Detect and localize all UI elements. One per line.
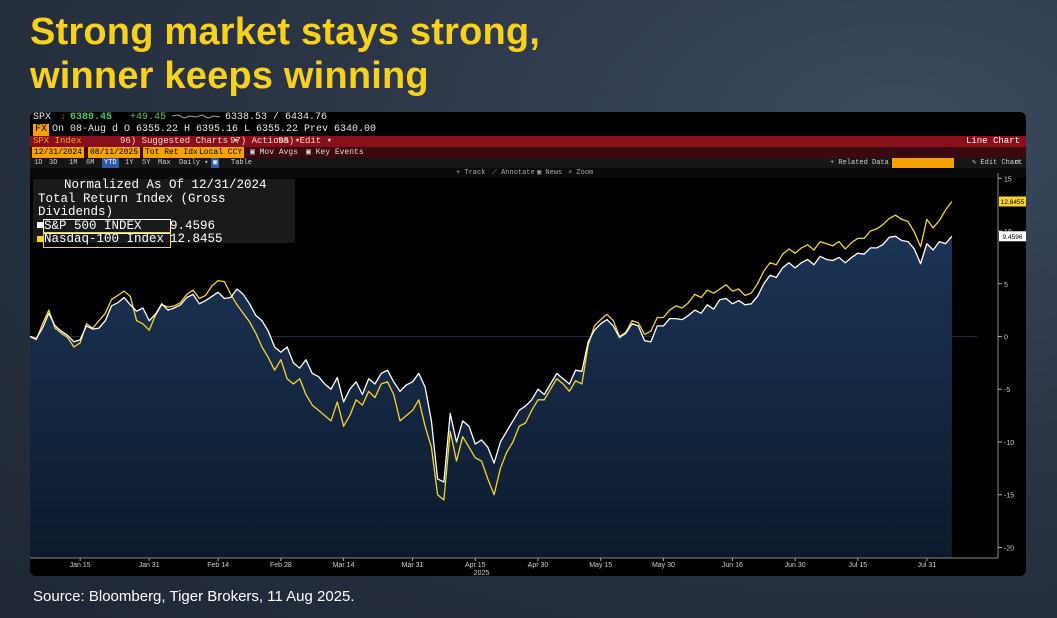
settings-bar: 12/31/2024 – 08/11/2025 Tot Ret Idx G Lo… (30, 147, 1026, 158)
currency-select[interactable]: Local CCY (197, 147, 245, 158)
period-1d[interactable]: 1D (34, 159, 43, 167)
date-to-input[interactable]: 08/11/2025 (88, 147, 141, 158)
date-sep: – (79, 148, 84, 157)
x-tick-label: Jul 15 (848, 562, 867, 569)
period-ytd[interactable]: YTD (102, 158, 119, 168)
period-1m[interactable]: 1M (69, 159, 78, 167)
period-bar: 1D 3D 1M 6M YTD 1Y 5Y Max Daily ▾ ▣ Tabl… (30, 158, 1026, 168)
legend-item-nasdaq[interactable]: Nasdaq-100 Index 12.8455 (33, 232, 295, 248)
period-3d[interactable]: 3D (49, 159, 58, 167)
x-tick-label: Jan 15 (70, 562, 91, 569)
y-tick-label: 15 (1004, 176, 1012, 183)
key-events-toggle[interactable]: ▣ Key Events (306, 148, 364, 157)
ticker-label: SPX (33, 112, 52, 123)
end-value-badge-sp500 (999, 231, 1026, 242)
add-data-input[interactable]: Add Data (892, 158, 954, 168)
legend-swatch-nasdaq (37, 235, 43, 242)
bloomberg-terminal: SPX ↓ 6389.45 +49.45 6338.53 / 6434.76 F… (30, 112, 1026, 576)
title-line-1: Strong market stays strong, (30, 11, 541, 53)
tool-bar: + Track ⟋ Annotate ▣ News ⌕ Zoom (30, 168, 1026, 178)
period-1y[interactable]: 1Y (125, 159, 134, 167)
legend-value-nasdaq: 12.8455 (170, 232, 223, 246)
y-tick-label: -20 (1004, 545, 1014, 552)
price-change: +49.45 (130, 112, 167, 123)
x-tick-label: Mar 14 (333, 562, 355, 569)
ohlc-row: FX On 08-Aug d O 6355.22 H 6395.16 L 635… (30, 124, 1026, 136)
legend-value-sp500: 9.4596 (170, 218, 216, 233)
x-tick-label: Jul 31 (917, 562, 936, 569)
y-tick-label: 5 (1004, 282, 1008, 289)
series-line-nasdaq (30, 201, 953, 501)
end-value-badge-nasdaq (999, 196, 1026, 207)
x-tick-label: May 15 (589, 562, 612, 569)
mov-avgs-toggle[interactable]: ▣ Mov Avgs (250, 148, 299, 157)
x-tick-label: Jan 31 (139, 562, 160, 569)
legend-name-nasdaq: Nasdaq-100 Index (43, 232, 171, 248)
fx-badge: FX (33, 124, 50, 136)
end-value-text-nasdaq: 12.8455 (1001, 199, 1025, 206)
down-arrow-icon: ↓ (60, 112, 67, 123)
period-max[interactable]: Max (158, 159, 171, 167)
source-note: Source: Bloomberg, Tiger Brokers, 11 Aug… (33, 588, 355, 605)
quote-row: SPX ↓ 6389.45 +49.45 6338.53 / 6434.76 (30, 112, 1026, 124)
menu-edit[interactable]: 98) Edit ▾ (278, 136, 333, 146)
x-tick-label: Feb 14 (207, 562, 229, 569)
ohlc-text: On 08-Aug d O 6355.22 H 6395.16 L 6355.2… (52, 124, 377, 135)
zoom-tool[interactable]: ⌕ Zoom (568, 169, 594, 177)
news-tool[interactable]: ▣ News (537, 169, 563, 177)
y-tick-label: -15 (1004, 493, 1014, 500)
frequency-select[interactable]: Daily ▾ (179, 159, 209, 167)
sp500-area (30, 236, 952, 559)
track-tool[interactable]: + Track (456, 169, 486, 177)
settings-gear-icon[interactable]: ⚙ (1015, 159, 1020, 167)
series-line-sp500 (30, 235, 953, 483)
period-5y[interactable]: 5Y (142, 159, 151, 167)
date-from-input[interactable]: 12/31/2024 (32, 147, 85, 158)
y-tick-label: -5 (1004, 387, 1010, 394)
security-name[interactable]: SPX Index (33, 136, 82, 146)
table-button[interactable]: Table (231, 159, 253, 167)
legend-item-sp500[interactable]: S&P 500 INDEX 9.4596 (33, 218, 295, 234)
edit-chart-button[interactable]: ✎ Edit Chart (972, 159, 1023, 167)
sparkline-icon (172, 114, 221, 119)
x-tick-label: Mar 31 (402, 562, 424, 569)
related-data-button[interactable]: + Related Data ▾ (830, 159, 898, 167)
title-line-2: winner keeps winning (30, 55, 429, 97)
y-tick-label: 0 (1004, 334, 1008, 341)
x-tick-label: Apr 15 (465, 562, 486, 569)
annotate-tool[interactable]: ⟋ Annotate (492, 169, 535, 177)
legend-header-total-return: Total Return Index (Gross Dividends) (38, 191, 226, 219)
slide-title: Strong market stays strong, winner keeps… (30, 10, 540, 98)
legend-swatch-sp500 (37, 222, 43, 229)
x-tick-label: Feb 28 (270, 562, 292, 569)
legend-header-normalized: Normalized As Of 12/31/2024 (64, 178, 267, 192)
menu-actions[interactable]: 97) Actions ▾ (230, 136, 301, 146)
x-tick-label: Jun 16 (722, 562, 743, 569)
end-value-text-sp500: 9.4596 (1003, 234, 1023, 241)
x-tick-label: May 30 (652, 562, 675, 569)
field-select[interactable]: Tot Ret Idx G (143, 147, 210, 158)
y-tick-label: -10 (1004, 440, 1014, 447)
last-price: 6389.45 (70, 112, 113, 123)
period-6m[interactable]: 6M (86, 159, 95, 167)
table-icon[interactable]: ▣ (211, 158, 220, 168)
x-tick-label: Jun 30 (785, 562, 806, 569)
legend-name-sp500: S&P 500 INDEX (43, 218, 171, 234)
x-tick-label: Apr 30 (528, 562, 549, 569)
x-year-label: 2025 (474, 570, 490, 576)
day-range: 6338.53 / 6434.76 (225, 112, 328, 123)
security-bar: SPX Index 96) Suggested Charts ▾ 97) Act… (30, 136, 1026, 147)
chart-type-label: Line Chart (965, 136, 1020, 146)
chart-legend: Normalized As Of 12/31/2024 Total Return… (33, 178, 295, 248)
menu-suggested-charts[interactable]: 96) Suggested Charts ▾ (120, 136, 239, 146)
